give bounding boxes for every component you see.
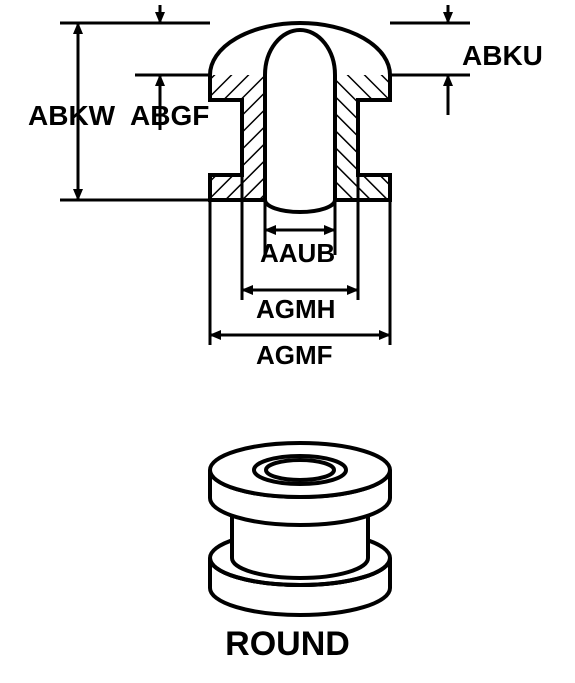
label-agmf: AGMF bbox=[256, 340, 333, 371]
diagram-container: ABKW ABGF ABKU AAUB AGMH AGMF ROUND bbox=[0, 0, 575, 683]
label-abkw: ABKW bbox=[28, 100, 115, 132]
label-agmh: AGMH bbox=[256, 294, 335, 325]
left-wall-hatch bbox=[210, 75, 265, 200]
bore-bottom-arc bbox=[265, 200, 335, 212]
top-cap-inner bbox=[265, 30, 335, 75]
label-abgf: ABGF bbox=[130, 100, 209, 132]
label-abku: ABKU bbox=[462, 40, 543, 72]
right-wall-hatch bbox=[335, 75, 390, 200]
title-round: ROUND bbox=[0, 625, 575, 664]
label-aaub: AAUB bbox=[260, 238, 335, 269]
isometric-view bbox=[210, 443, 390, 615]
